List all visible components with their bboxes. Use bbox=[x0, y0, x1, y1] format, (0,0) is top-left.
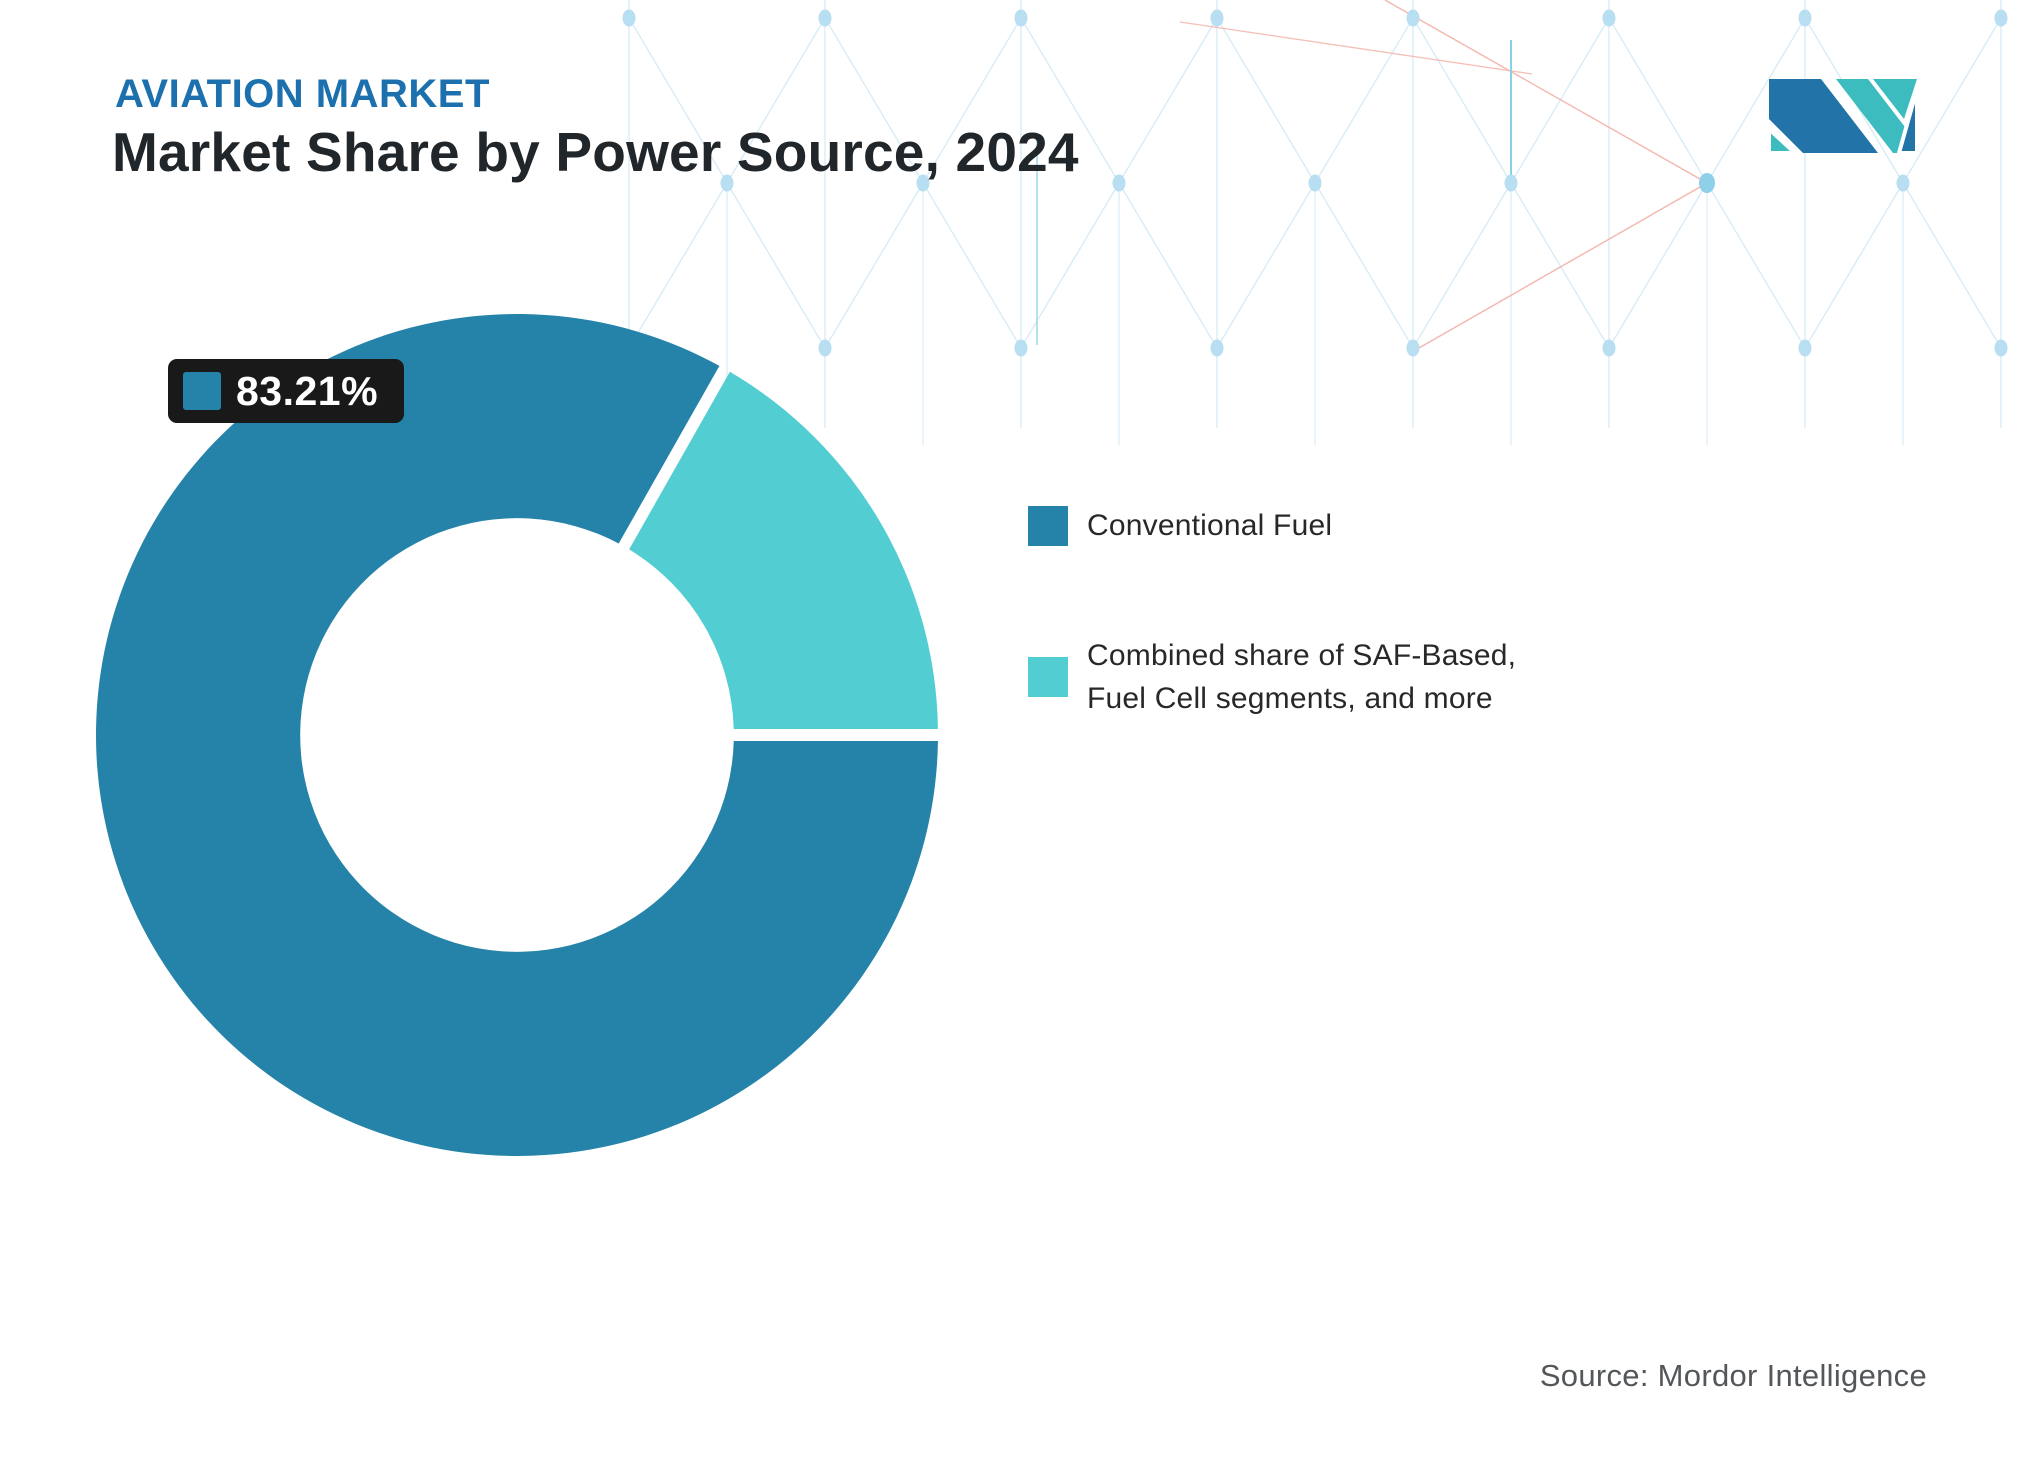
source-attribution: Source: Mordor Intelligence bbox=[1539, 1358, 1927, 1393]
mordor-intelligence-logo-icon bbox=[1769, 79, 1917, 153]
legend-item-conventional-fuel: Conventional Fuel bbox=[1028, 504, 1516, 548]
report-eyebrow: AVIATION MARKET bbox=[115, 72, 490, 116]
legend-item-combined-share: Combined share of SAF-Based, Fuel Cell s… bbox=[1028, 634, 1516, 721]
data-label-pill: 83.21% bbox=[168, 359, 405, 423]
donut-segment-1 bbox=[629, 371, 938, 729]
legend-swatch-combined-share bbox=[1028, 657, 1068, 697]
page-title: Market Share by Power Source, 2024 bbox=[112, 121, 1079, 183]
chart-legend: Conventional Fuel Combined share of SAF-… bbox=[1028, 504, 1516, 721]
data-label-value: 83.21% bbox=[236, 367, 379, 414]
legend-label-combined-share: Combined share of SAF-Based, Fuel Cell s… bbox=[1087, 638, 1517, 716]
donut-segment-0 bbox=[96, 313, 938, 1157]
legend-label-conventional-fuel: Conventional Fuel bbox=[1087, 509, 1333, 542]
legend-swatch-conventional-fuel bbox=[1028, 505, 1068, 546]
data-label-swatch bbox=[183, 372, 221, 410]
